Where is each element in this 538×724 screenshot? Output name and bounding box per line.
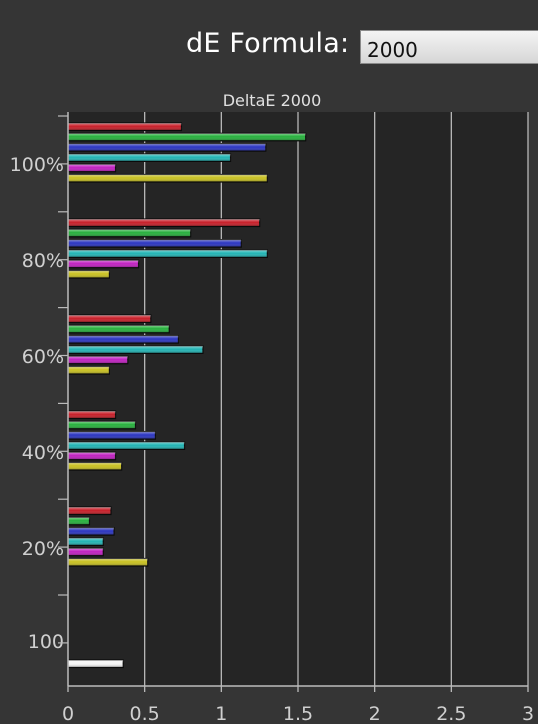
- bar-highlight: [68, 133, 306, 141]
- bar-highlight: [68, 356, 128, 364]
- bar-highlight: [68, 507, 111, 515]
- bar-highlight: [68, 411, 116, 419]
- y-group-label: 20%: [22, 538, 64, 560]
- x-tick-label: 0.5: [130, 703, 160, 724]
- bar-highlight: [68, 143, 266, 152]
- bar-highlight: [68, 421, 136, 429]
- y-group-label: 80%: [22, 250, 64, 272]
- bar-highlight: [68, 537, 104, 546]
- bar-highlight: [68, 441, 185, 450]
- y-group-label: 100: [28, 631, 64, 653]
- x-tick-label: 1.5: [283, 703, 313, 724]
- bar-highlight: [68, 452, 116, 460]
- bar-highlight: [68, 260, 139, 268]
- x-tick-label: 2.5: [436, 703, 466, 724]
- bar-highlight: [68, 123, 182, 131]
- bar-highlight: [68, 527, 114, 536]
- bar-highlight: [68, 174, 268, 182]
- bar-highlight: [68, 517, 90, 525]
- x-tick-label: 3: [522, 703, 534, 724]
- bar-highlight: [68, 239, 242, 248]
- bar-highlight: [68, 335, 179, 344]
- bar-highlight: [68, 325, 170, 333]
- bar-highlight: [68, 660, 124, 668]
- bar-highlight: [68, 558, 148, 566]
- bar-highlight: [68, 431, 156, 440]
- y-group-label: 100%: [10, 154, 64, 176]
- bar-highlight: [68, 164, 116, 172]
- formula-select[interactable]: 2000: [360, 30, 538, 64]
- bar-highlight: [68, 315, 151, 323]
- y-group-label: 60%: [22, 346, 64, 368]
- bar-highlight: [68, 548, 104, 556]
- x-tick-label: 1: [215, 703, 227, 724]
- formula-label: dE Formula:: [186, 28, 350, 59]
- bar-highlight: [68, 345, 203, 354]
- bar-highlight: [68, 229, 191, 237]
- chart-title: DeltaE 2000: [223, 91, 322, 110]
- x-tick-label: 2: [369, 703, 381, 724]
- bar-highlight: [68, 366, 110, 374]
- bar-highlight: [68, 219, 260, 227]
- y-group-label: 40%: [22, 442, 64, 464]
- bar-highlight: [68, 462, 122, 470]
- bar-highlight: [68, 270, 110, 278]
- x-tick-label: 0: [62, 703, 74, 724]
- bar-highlight: [68, 153, 231, 162]
- bar-highlight: [68, 249, 268, 258]
